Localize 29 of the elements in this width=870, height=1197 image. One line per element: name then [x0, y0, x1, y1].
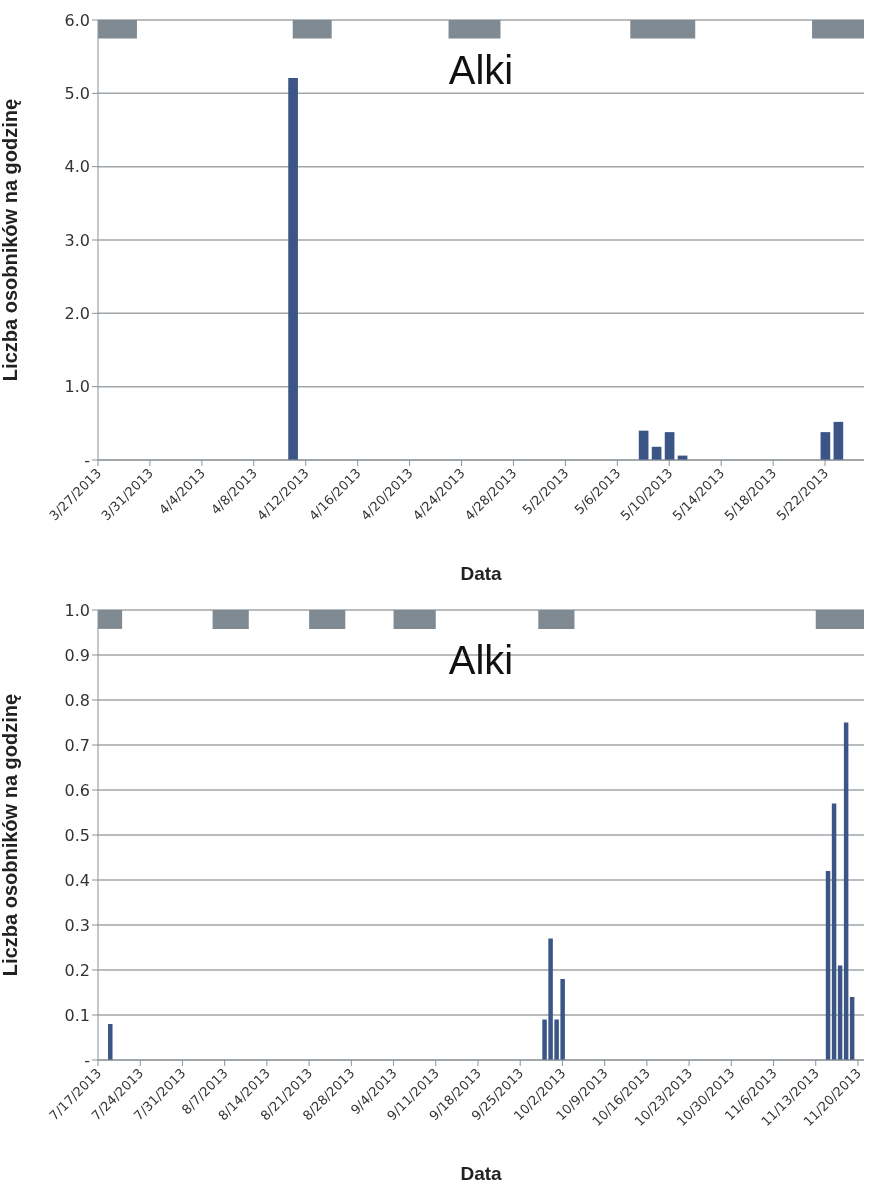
y-tick-label: 2.0 — [64, 304, 90, 324]
bar — [820, 432, 831, 460]
y-tick-label: 0.2 — [64, 960, 90, 980]
y-tick-label: 0.9 — [64, 645, 90, 665]
y-tick-label: 0.3 — [64, 915, 90, 935]
y-tick-label: 0.5 — [64, 825, 90, 845]
y-tick-label: - — [84, 450, 90, 470]
y-axis-title: Liczba osobników na godzinę — [0, 98, 22, 382]
x-axis-title: Data — [460, 563, 503, 584]
y-tick-label: 0.6 — [64, 780, 90, 800]
y-tick-label: 0.4 — [64, 870, 90, 890]
x-axis-title: Data — [460, 1163, 503, 1184]
bar — [108, 1024, 113, 1060]
y-tick-label: 1.0 — [64, 600, 90, 620]
text: Alki — [447, 638, 515, 683]
bar — [664, 432, 675, 460]
y-tick-label: 3.0 — [64, 230, 90, 250]
y-tick-label: 6.0 — [64, 10, 90, 30]
bar — [833, 421, 844, 460]
y-tick-label: 0.7 — [64, 735, 90, 755]
bar — [288, 77, 298, 460]
text: Alki — [447, 48, 515, 93]
y-tick-label: 0.1 — [64, 1005, 90, 1025]
y-tick-label: 0.8 — [64, 690, 90, 710]
y-tick-label: 4.0 — [64, 157, 90, 177]
y-tick-label: 1.0 — [64, 377, 90, 397]
y-tick-label: 5.0 — [64, 84, 90, 104]
y-tick-label: - — [84, 1050, 90, 1070]
y-axis-title: Liczba osobników na godzinę — [0, 693, 22, 977]
